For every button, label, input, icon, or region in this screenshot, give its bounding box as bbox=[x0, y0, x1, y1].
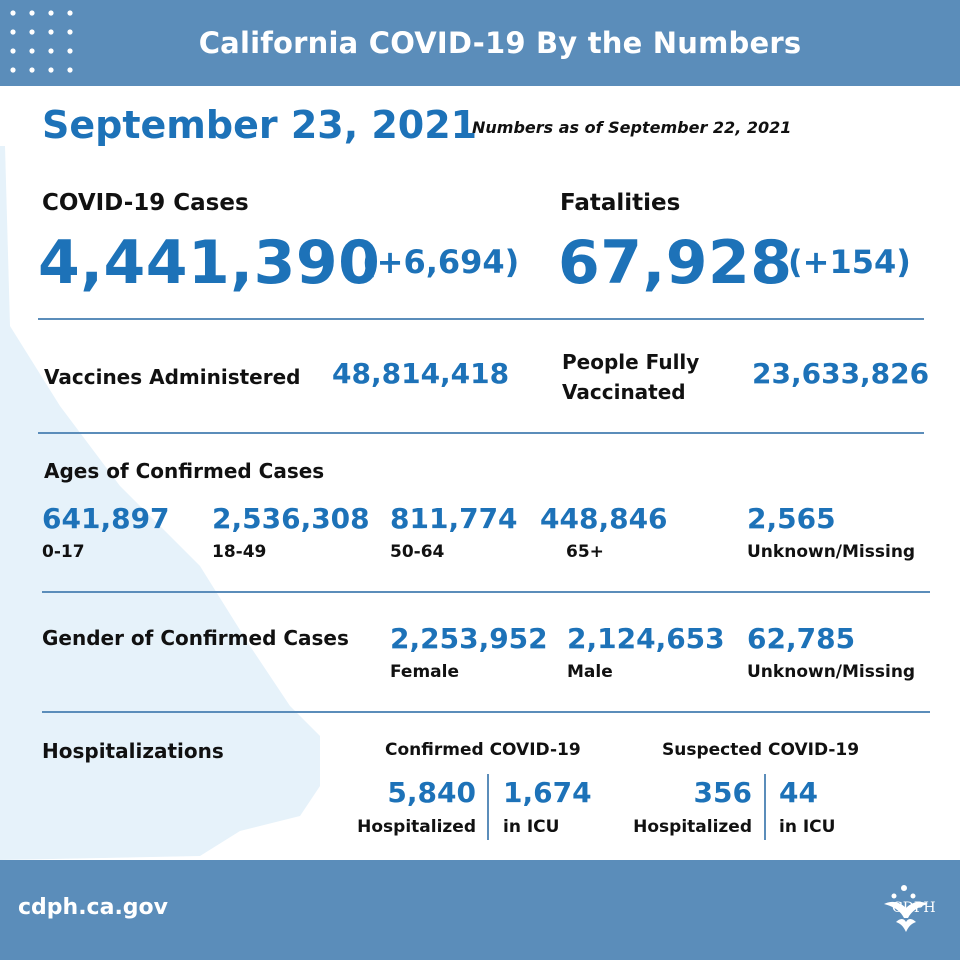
fully-vaccinated-label-2: Vaccinated bbox=[562, 380, 686, 404]
confirmed-separator bbox=[487, 774, 489, 840]
age-value-18-49: 2,536,308 bbox=[212, 502, 370, 535]
divider-1 bbox=[38, 318, 924, 320]
age-value-unknown: 2,565 bbox=[747, 502, 836, 535]
age-value-0-17: 641,897 bbox=[42, 502, 170, 535]
footer-banner: cdph.ca.gov CDPH bbox=[0, 860, 960, 960]
confirmed-hospitalized-value: 5,840 bbox=[387, 776, 476, 809]
confirmed-hospitalized-label: Hospitalized bbox=[357, 817, 476, 837]
cases-delta: (+6,694) bbox=[362, 243, 520, 281]
website-link[interactable]: cdph.ca.gov bbox=[18, 895, 169, 920]
age-label-unknown: Unknown/Missing bbox=[747, 542, 916, 562]
as-of-note: Numbers as of September 22, 2021 bbox=[472, 118, 792, 137]
suspected-icu-value: 44 bbox=[779, 776, 818, 809]
divider-3 bbox=[42, 591, 930, 593]
confirmed-title: Confirmed COVID-19 bbox=[385, 740, 581, 760]
fully-vaccinated-label-1: People Fully bbox=[562, 350, 700, 374]
cases-value: 4,441,390 bbox=[38, 228, 381, 298]
fatalities-value: 67,928 bbox=[558, 228, 793, 298]
dot-grid-icon bbox=[10, 10, 73, 73]
fatalities-label: Fatalities bbox=[560, 190, 681, 216]
california-map-background bbox=[0, 146, 320, 860]
gender-value-male: 2,124,653 bbox=[567, 622, 725, 655]
age-value-65-plus: 448,846 bbox=[540, 502, 668, 535]
gender-label-female: Female bbox=[390, 662, 459, 682]
confirmed-icu-value: 1,674 bbox=[503, 776, 592, 809]
cases-label: COVID-19 Cases bbox=[42, 190, 249, 216]
gender-value-female: 2,253,952 bbox=[390, 622, 548, 655]
fatalities-delta: (+154) bbox=[788, 243, 911, 281]
cdph-logo-icon bbox=[884, 885, 928, 932]
gender-value-unknown: 62,785 bbox=[747, 622, 856, 655]
suspected-icu-label: in ICU bbox=[779, 817, 836, 837]
cdph-logo-text: CDPH bbox=[892, 900, 936, 916]
vaccines-administered-label: Vaccines Administered bbox=[44, 365, 301, 389]
vaccines-administered-value: 48,814,418 bbox=[332, 357, 510, 390]
age-label-0-17: 0-17 bbox=[42, 542, 85, 562]
suspected-hospitalized-value: 356 bbox=[693, 776, 752, 809]
hospitalizations-title: Hospitalizations bbox=[42, 739, 224, 763]
suspected-separator bbox=[764, 774, 766, 840]
gender-label-male: Male bbox=[567, 662, 613, 682]
divider-2 bbox=[38, 432, 924, 434]
age-label-50-64: 50-64 bbox=[390, 542, 445, 562]
gender-label-unknown: Unknown/Missing bbox=[747, 662, 916, 682]
suspected-title: Suspected COVID-19 bbox=[662, 740, 860, 760]
age-value-50-64: 811,774 bbox=[390, 502, 518, 535]
divider-4 bbox=[42, 711, 930, 713]
suspected-hospitalized-label: Hospitalized bbox=[633, 817, 752, 837]
page-title: California COVID-19 By the Numbers bbox=[198, 26, 802, 60]
ages-title: Ages of Confirmed Cases bbox=[44, 459, 325, 483]
report-date: September 23, 2021 bbox=[42, 103, 478, 147]
gender-title: Gender of Confirmed Cases bbox=[42, 626, 349, 650]
age-label-18-49: 18-49 bbox=[212, 542, 267, 562]
confirmed-icu-label: in ICU bbox=[503, 817, 560, 837]
fully-vaccinated-value: 23,633,826 bbox=[752, 357, 930, 390]
header-banner: California COVID-19 By the Numbers bbox=[0, 0, 960, 86]
age-label-65-plus: 65+ bbox=[566, 542, 604, 562]
